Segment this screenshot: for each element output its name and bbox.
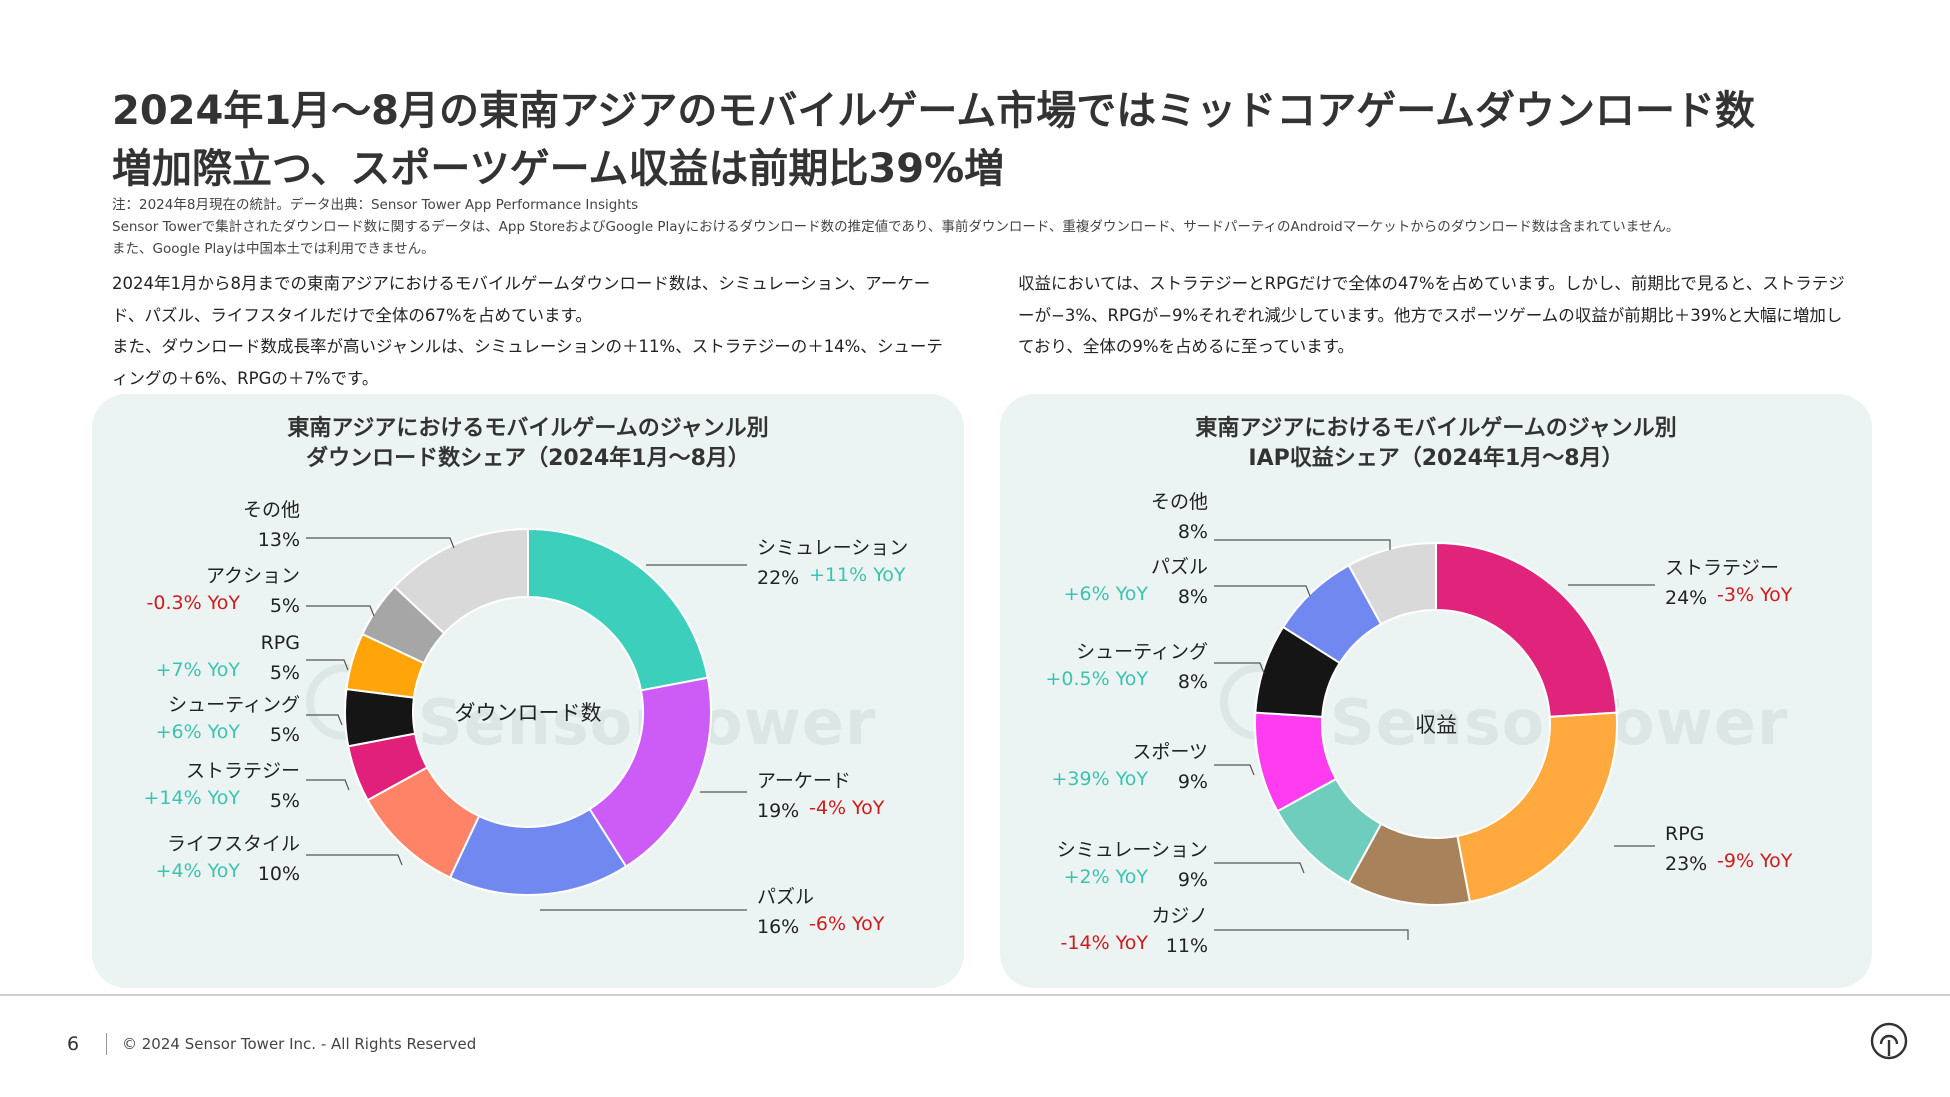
- slice-label: パズル: [1151, 556, 1208, 578]
- leader-line: [306, 537, 455, 549]
- slice-pct: 24%: [1665, 587, 1707, 609]
- leader-line: [1214, 764, 1255, 776]
- leader-line: [306, 854, 403, 866]
- leader-line: [1214, 662, 1265, 674]
- slice-label: RPG: [1665, 823, 1704, 845]
- slice-pct: 10%: [258, 863, 300, 885]
- slice-pct: 11%: [1166, 935, 1208, 957]
- revenue-chart-title: 東南アジアにおけるモバイルゲームのジャンル別 IAP収益シェア（2024年1月〜8…: [1000, 414, 1872, 474]
- note-line: 注：2024年8月現在の統計。データ出典：Sensor Tower App Pe…: [112, 197, 639, 213]
- slice-pct: 9%: [1178, 869, 1208, 891]
- slice-yoy: +14% YoY: [143, 787, 240, 809]
- leader-line: [306, 605, 375, 617]
- slice-label: スポーツ: [1132, 741, 1208, 763]
- sensor-tower-logo-icon: [1870, 1022, 1908, 1060]
- slice-pct: 5%: [270, 724, 300, 746]
- slice-pct: 8%: [1178, 671, 1208, 693]
- note-line: また、Google Playは中国本土では利用できません。: [112, 241, 435, 257]
- slice-pct: 5%: [270, 595, 300, 617]
- slice-pct: 16%: [757, 916, 799, 938]
- slice-yoy: +6% YoY: [156, 721, 241, 743]
- donut-slice: [527, 527, 709, 692]
- slice-label: シューティング: [1076, 641, 1208, 663]
- slice-label: アクション: [206, 565, 300, 587]
- slice-label: パズル: [757, 886, 814, 908]
- copyright: © 2024 Sensor Tower Inc. - All Rights Re…: [122, 1035, 477, 1053]
- slice-label: RPG: [261, 632, 300, 654]
- slice-pct: 9%: [1178, 771, 1208, 793]
- download-chart-title-text: 東南アジアにおけるモバイルゲームのジャンル別 ダウンロード数シェア（2024年1月…: [92, 414, 964, 474]
- slice-label: シミュレーション: [757, 537, 908, 559]
- donut-slice: [1435, 541, 1618, 718]
- left-paragraph: 2024年1月から8月までの東南アジアにおけるモバイルゲームダウンロード数は、シ…: [112, 268, 948, 394]
- slice-yoy: +6% YoY: [1064, 583, 1149, 605]
- leader-line: [1214, 862, 1305, 874]
- slice-label: その他: [243, 499, 300, 521]
- slice-label: その他: [1151, 491, 1208, 513]
- left-paragraph-1: 2024年1月から8月までの東南アジアにおけるモバイルゲームダウンロード数は、シ…: [112, 274, 931, 325]
- page-title: 2024年1月〜8月の東南アジアのモバイルゲーム市場ではミッドコアゲームダウンロ…: [112, 82, 1872, 198]
- note-line: Sensor Towerで集計されたダウンロード数に関するデータは、App St…: [112, 219, 1680, 235]
- footer-separator: [106, 1033, 107, 1055]
- left-paragraph-2: また、ダウンロード数成長率が高いジャンルは、シミュレーションの＋11%、ストラテ…: [112, 337, 943, 388]
- right-paragraph-1: 収益においては、ストラテジーとRPGだけで全体の47%を占めています。しかし、前…: [1018, 274, 1845, 356]
- donut-slice: [1347, 541, 1437, 626]
- slice-label: アーケード: [757, 770, 851, 792]
- leader-line: [306, 659, 349, 671]
- leader-line: [306, 779, 350, 791]
- donut-center-label: ダウンロード数: [455, 701, 602, 725]
- donut-center-label: 収益: [1415, 713, 1457, 737]
- slice-yoy: +2% YoY: [1064, 866, 1149, 888]
- chart-title-line: 東南アジアにおけるモバイルゲームのジャンル別: [1195, 416, 1677, 441]
- donut-slice: [1456, 711, 1618, 903]
- slice-yoy: -14% YoY: [1061, 932, 1149, 954]
- slice-pct: 5%: [270, 662, 300, 684]
- slice-label: ストラテジー: [186, 760, 300, 782]
- slice-yoy: +7% YoY: [156, 659, 241, 681]
- leader-line: [1214, 929, 1409, 940]
- slice-pct: 13%: [258, 529, 300, 551]
- title-line-2: 増加際立つ、スポーツゲーム収益は前期比39%増: [112, 146, 1005, 192]
- slice-yoy: +11% YoY: [809, 564, 906, 586]
- right-paragraph: 収益においては、ストラテジーとRPGだけで全体の47%を占めています。しかし、前…: [1018, 268, 1858, 363]
- chart-title-line: 東南アジアにおけるモバイルゲームのジャンル別: [287, 416, 769, 441]
- slice-yoy: -4% YoY: [809, 797, 885, 819]
- slice-pct: 19%: [757, 800, 799, 822]
- slice-label: シミュレーション: [1057, 839, 1208, 861]
- leader-line: [1214, 539, 1391, 550]
- slice-yoy: +39% YoY: [1051, 768, 1148, 790]
- page-number: 6: [67, 1033, 80, 1055]
- slice-label: ライフスタイル: [167, 833, 300, 855]
- download-chart-title: 東南アジアにおけるモバイルゲームのジャンル別 ダウンロード数シェア（2024年1月…: [92, 414, 964, 474]
- slice-yoy: -0.3% YoY: [147, 592, 241, 614]
- donut-slice: [393, 527, 529, 635]
- revenue-chart-title-text: 東南アジアにおけるモバイルゲームのジャンル別 IAP収益シェア（2024年1月〜8…: [1000, 414, 1872, 474]
- slice-yoy: -3% YoY: [1717, 584, 1793, 606]
- slice-label: シューティング: [168, 694, 300, 716]
- leader-line: [306, 714, 343, 726]
- chart-title-line: ダウンロード数シェア（2024年1月〜8月）: [306, 446, 750, 471]
- slice-yoy: +4% YoY: [156, 860, 241, 882]
- leader-line: [1214, 585, 1311, 597]
- slice-pct: 23%: [1665, 853, 1707, 875]
- footer-divider: [0, 994, 1950, 996]
- title-line-1: 2024年1月〜8月の東南アジアのモバイルゲーム市場ではミッドコアゲームダウンロ…: [112, 88, 1755, 134]
- slice-pct: 22%: [757, 567, 799, 589]
- slice-yoy: +0.5% YoY: [1045, 668, 1148, 690]
- source-notes: 注：2024年8月現在の統計。データ出典：Sensor Tower App Pe…: [112, 194, 1679, 260]
- slice-yoy: -9% YoY: [1717, 850, 1793, 872]
- slice-pct: 8%: [1178, 521, 1208, 543]
- slice-pct: 5%: [270, 790, 300, 812]
- slice-label: カジノ: [1151, 905, 1208, 927]
- slice-label: ストラテジー: [1665, 557, 1779, 579]
- slice-pct: 8%: [1178, 586, 1208, 608]
- chart-title-line: IAP収益シェア（2024年1月〜8月）: [1248, 446, 1624, 471]
- slice-yoy: -6% YoY: [809, 913, 885, 935]
